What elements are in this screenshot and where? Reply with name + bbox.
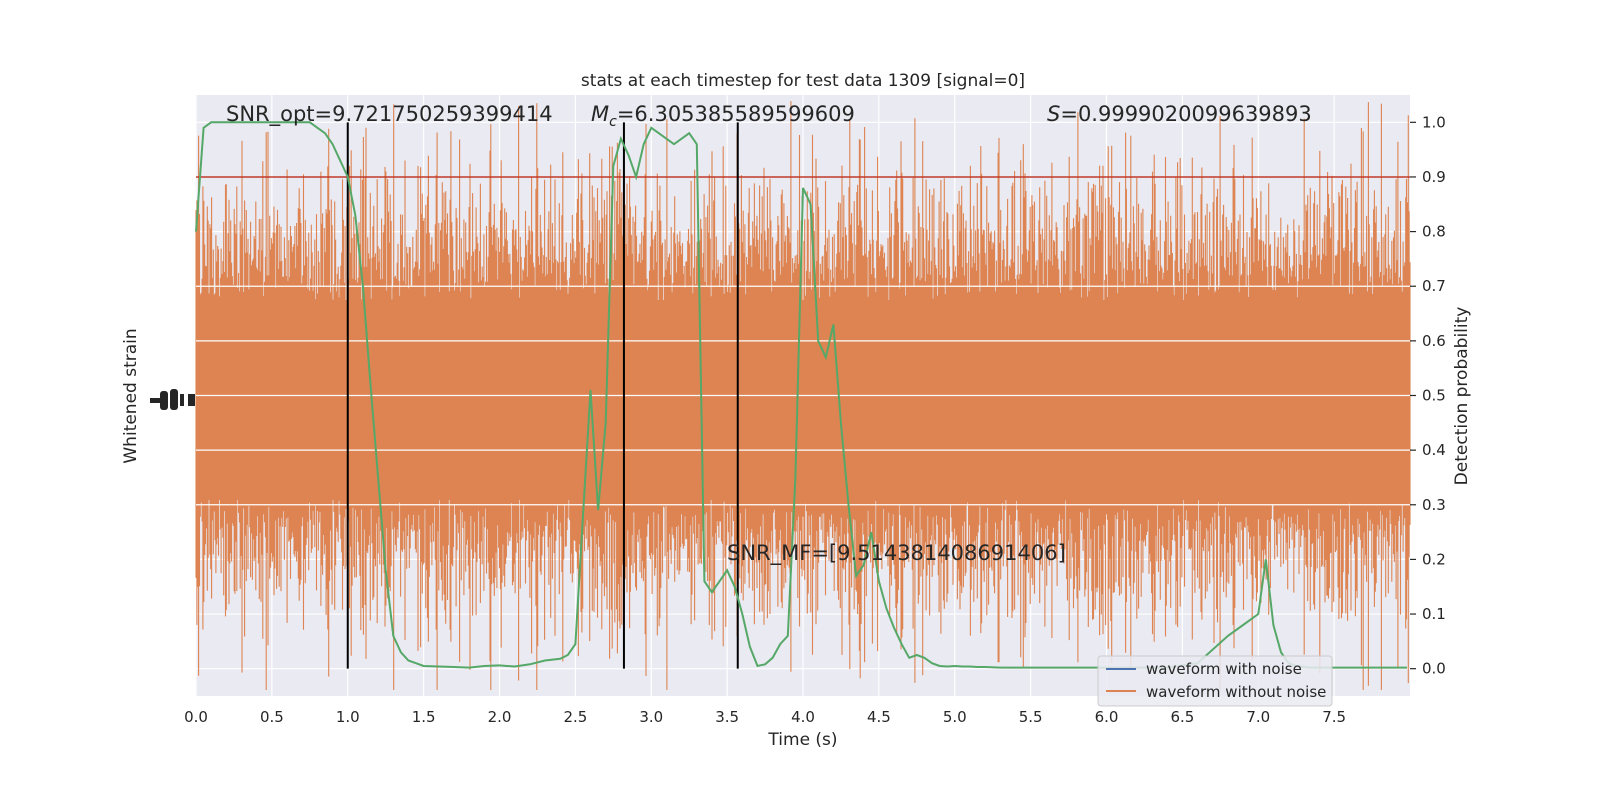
y-tick-label: 0.5 [1422, 387, 1446, 405]
right-axis-title: Detection probability [1452, 307, 1472, 486]
x-tick-label: 1.5 [412, 708, 436, 726]
x-axis-ticks: 0.0 0.5 1.0 1.5 2.0 2.5 3.0 3.5 4.0 4.5 5.0 5.5 6.0 6… [184, 708, 1346, 726]
y-tick-label: 0.9 [1422, 168, 1446, 186]
chirp-mass-annotation: Mc=6.305385589599609 [591, 102, 855, 130]
x-tick-label: 5.5 [1019, 708, 1043, 726]
x-tick-label: 1.0 [336, 708, 360, 726]
strain-waveform-core [196, 300, 1410, 500]
strain-waveform-series [195, 101, 1411, 690]
x-tick-label: 7.0 [1246, 708, 1270, 726]
x-tick-label: 4.0 [791, 708, 815, 726]
left-axis-title: Whitened strain [121, 328, 141, 463]
y-tick-label: 0.4 [1422, 441, 1446, 459]
x-axis-title: Time (s) [767, 730, 837, 750]
legend: waveform with noise waveform without noi… [1097, 655, 1333, 707]
x-tick-label: 5.0 [943, 708, 967, 726]
y-tick-label: 1.0 [1422, 113, 1446, 131]
right-axis-ticks: 0.0 0.1 0.2 0.3 0.4 0.5 0.6 0.7 0.8 0.9 1.0 [1410, 113, 1446, 678]
x-tick-label: 0.0 [184, 708, 208, 726]
snr-mf-annotation: SNR_MF=[9.514381408691406] [727, 541, 1066, 566]
x-tick-label: 6.5 [1170, 708, 1194, 726]
s-annotation: S=0.9999020099639893 [1047, 102, 1312, 126]
y-tick-label: 0.0 [1422, 660, 1446, 678]
left-axis-tick-labels [150, 389, 195, 410]
x-tick-label: 7.5 [1322, 708, 1346, 726]
chart-title: stats at each timestep for test data 130… [581, 71, 1025, 91]
x-tick-label: 3.5 [715, 708, 739, 726]
y-tick-label: 0.8 [1422, 223, 1446, 241]
snr-opt-annotation: SNR_opt=9.721750259399414 [226, 102, 553, 127]
x-tick-label: 2.5 [563, 708, 587, 726]
y-tick-label: 0.2 [1422, 550, 1446, 568]
legend-box [1097, 655, 1333, 707]
y-tick-label: 0.3 [1422, 496, 1446, 514]
legend-label-without-noise: waveform without noise [1146, 683, 1326, 701]
y-tick-label: 0.6 [1422, 332, 1446, 350]
x-tick-label: 2.0 [488, 708, 512, 726]
vertical-markers [346, 122, 739, 669]
legend-label-with-noise: waveform with noise [1146, 660, 1302, 678]
x-tick-label: 6.0 [1095, 708, 1119, 726]
x-tick-label: 4.5 [867, 708, 891, 726]
y-tick-label: 0.7 [1422, 277, 1446, 295]
y-tick-label: 0.1 [1422, 605, 1446, 623]
x-tick-label: 0.5 [260, 708, 284, 726]
x-tick-label: 3.0 [639, 708, 663, 726]
